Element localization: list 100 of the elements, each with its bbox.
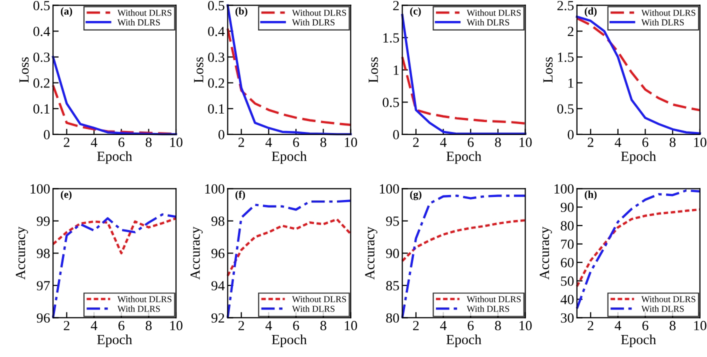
y-tick-label: 0.2: [33, 78, 50, 88]
x-tick-label: 4: [90, 138, 98, 147]
x-tick-label: 6: [468, 138, 474, 147]
x-tick-label: 10: [694, 138, 706, 147]
x-tick-label: 10: [520, 320, 532, 330]
x-tick-label: 10: [170, 138, 182, 147]
y-tick-label: 2: [393, 0, 399, 10]
legend-label: Without DLRS: [117, 296, 172, 302]
legend-label: With DLRS: [641, 19, 684, 26]
annotation: (d): [584, 7, 597, 17]
y-tick-label: 0.1: [208, 104, 224, 114]
y-tick-label: 2.5: [557, 0, 574, 10]
y-tick-label: 0.3: [33, 52, 50, 62]
x-tick-label: 2: [238, 320, 244, 330]
x-tick-label: 6: [293, 320, 300, 330]
x-tick-label: 6: [468, 320, 474, 330]
x-tick-label: 2: [64, 320, 70, 330]
y-tick-label: 92: [211, 313, 224, 323]
x-tick-label: 4: [614, 138, 622, 147]
x-tick-label: 10: [344, 320, 358, 330]
line-series: [52, 217, 178, 254]
x-axis-title: Epoch: [446, 151, 482, 164]
y-tick-label: 1.5: [383, 33, 399, 43]
annotation: (e): [60, 190, 72, 200]
annotation: (c): [410, 7, 421, 17]
y-tick-label: 60: [560, 258, 574, 268]
line-series: [576, 17, 702, 112]
y-tick-label: 99: [36, 216, 50, 226]
x-axis-title: Epoch: [272, 334, 307, 348]
y-tick-label: 90: [560, 202, 574, 212]
y-axis-title: Accuracy: [365, 226, 378, 280]
y-tick-label: 80: [386, 313, 399, 323]
x-tick-label: 2: [588, 320, 594, 330]
legend-label: Without DLRS: [466, 9, 521, 16]
x-tick-label: 8: [146, 320, 152, 330]
x-tick-label: 6: [293, 138, 300, 147]
x-tick-label: 2: [413, 320, 419, 330]
y-tick-label: 1: [394, 66, 399, 75]
x-tick-label: 10: [344, 138, 358, 147]
y-tick-label: 100: [30, 184, 50, 194]
x-tick-label: 8: [670, 320, 676, 330]
line-series: [401, 219, 526, 262]
y-axis-title: Loss: [543, 57, 553, 83]
y-tick-label: 0.3: [208, 52, 224, 62]
x-tick-label: 8: [320, 320, 326, 330]
legend-label: Without DLRS: [117, 9, 172, 16]
x-tick-label: 8: [670, 138, 676, 147]
legend-label: With DLRS: [292, 19, 334, 26]
y-tick-label: 0: [218, 130, 224, 140]
x-tick-label: 8: [146, 138, 152, 147]
y-tick-label: 96: [36, 313, 50, 323]
y-tick-label: 1: [568, 78, 574, 88]
y-tick-label: 98: [36, 248, 50, 258]
legend-label: Without DLRS: [641, 296, 696, 302]
y-tick-label: 80: [560, 221, 574, 230]
x-tick-label: 2: [238, 138, 244, 147]
y-tick-label: 50: [561, 276, 574, 286]
y-tick-label: 2: [568, 26, 574, 36]
y-tick-label: 0: [568, 130, 574, 140]
legend-label: With DLRS: [292, 305, 334, 312]
y-axis-title: Loss: [19, 57, 29, 83]
legend-label: Without DLRS: [641, 9, 696, 16]
y-tick-label: 70: [561, 240, 574, 249]
line-series: [226, 218, 352, 277]
y-tick-label: 0.5: [33, 0, 50, 10]
y-tick-label: 0: [393, 130, 399, 140]
line-series: [576, 208, 702, 288]
y-tick-label: 100: [554, 184, 574, 194]
y-axis-title: Loss: [194, 57, 204, 83]
legend-label: With DLRS: [466, 305, 510, 312]
x-tick-label: 2: [64, 138, 70, 147]
legend-label: Without DLRS: [292, 9, 346, 16]
y-axis-title: Accuracy: [540, 226, 552, 280]
x-tick-label: 2: [588, 138, 594, 147]
legend-label: With DLRS: [466, 19, 510, 26]
x-tick-label: 4: [614, 321, 622, 330]
y-tick-label: 30: [560, 313, 574, 323]
line-series: [226, 4, 352, 136]
y-tick-label: 0.1: [33, 104, 50, 114]
legend-label: With DLRS: [117, 305, 160, 312]
x-axis-title: Epoch: [621, 334, 656, 348]
x-tick-label: 10: [170, 320, 182, 330]
y-tick-label: 85: [386, 281, 399, 290]
x-tick-label: 4: [265, 321, 272, 330]
x-axis-title: Epoch: [446, 334, 482, 348]
y-axis-title: Accuracy: [190, 226, 203, 280]
annotation: (f): [236, 190, 245, 200]
x-tick-label: 8: [320, 138, 326, 147]
y-axis-title: Accuracy: [16, 226, 28, 280]
y-tick-label: 0.5: [557, 104, 574, 114]
x-tick-label: 4: [440, 321, 447, 330]
x-axis-title: Epoch: [97, 334, 132, 348]
x-axis-title: Epoch: [621, 151, 656, 164]
y-tick-label: 100: [205, 184, 224, 194]
annotation: (a): [60, 7, 72, 17]
y-tick-label: 98: [211, 216, 224, 226]
x-tick-label: 6: [118, 320, 124, 330]
y-tick-label: 0.2: [208, 78, 224, 88]
y-tick-label: 94: [211, 281, 225, 290]
y-tick-label: 0: [44, 130, 50, 140]
